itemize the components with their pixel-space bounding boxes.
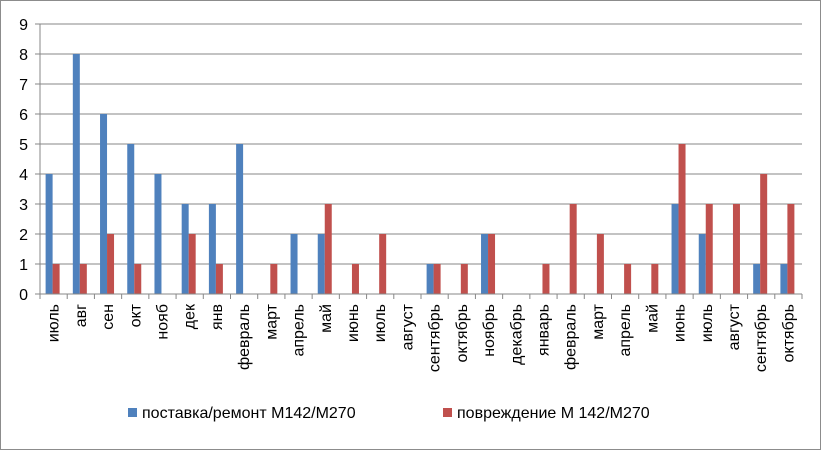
bar-series-2	[651, 264, 659, 294]
x-category-label: август	[726, 303, 743, 350]
y-tick-label: 0	[19, 287, 28, 304]
bar-series-2	[678, 144, 686, 294]
legend-label-series-1: поставка/ремонт М142/М270	[142, 405, 356, 422]
bar-series-1	[780, 264, 788, 294]
legend: поставка/ремонт М142/М270 повреждение М 1…	[128, 405, 650, 422]
bar-series-2	[351, 264, 359, 294]
x-category-label: сен	[100, 304, 117, 330]
bar-series-1	[753, 264, 761, 294]
bar-series-1	[426, 264, 434, 294]
x-category-label: июль	[699, 304, 716, 342]
y-tick-label: 9	[19, 17, 28, 34]
legend-label-series-2: повреждение М 142/М270	[457, 405, 650, 422]
bar-series-2	[134, 264, 142, 294]
x-category-label: июнь	[345, 304, 362, 342]
x-category-label: сентябрь	[753, 304, 770, 372]
y-tick-label: 2	[19, 227, 28, 244]
bar-series-2	[732, 204, 740, 294]
x-category-label: февраль	[236, 304, 253, 370]
bar-series-1	[127, 144, 135, 294]
bar-series-1	[290, 234, 298, 294]
x-category-label: октябрь	[454, 304, 471, 362]
bar-series-2	[379, 234, 387, 294]
x-category-label: апрель	[617, 304, 634, 357]
x-category-label: нояб	[154, 304, 171, 340]
y-tick-label: 1	[19, 257, 28, 274]
x-category-label: июль	[46, 304, 63, 342]
legend-swatch-series-2	[443, 408, 452, 417]
x-category-label: янв	[209, 304, 226, 330]
bar-series-2	[569, 204, 577, 294]
x-category-label: июль	[372, 304, 389, 342]
bar-series-2	[596, 234, 604, 294]
bar-series-2	[760, 174, 768, 294]
x-category-label: май	[644, 304, 661, 333]
x-tick-labels: июль авг сен окт нояб дек янв февраль март апрель…	[46, 303, 798, 372]
x-category-label: январь	[535, 304, 552, 356]
gridlines	[40, 23, 802, 265]
bar-series-1	[100, 114, 108, 294]
bar-series-2	[787, 204, 795, 294]
bar-series-1	[671, 204, 679, 294]
bar-series-1	[317, 234, 325, 294]
bar-series-2	[52, 264, 60, 294]
bar-series-2	[107, 234, 115, 294]
bar-series-1	[154, 174, 162, 294]
x-category-label: сентябрь	[427, 304, 444, 372]
x-category-label: октябрь	[780, 304, 797, 362]
x-category-label: декабрь	[508, 304, 525, 365]
y-tick-label: 3	[19, 197, 28, 214]
x-category-label: март	[590, 303, 607, 339]
bar-series-1	[481, 234, 489, 294]
y-tick-label: 5	[19, 137, 28, 154]
bar-series-2	[433, 264, 441, 294]
x-category-label: окт	[127, 303, 144, 327]
y-tick-label: 4	[19, 167, 28, 184]
y-tick-label: 8	[19, 47, 28, 64]
y-tick-label: 7	[19, 77, 28, 94]
x-category-label: март	[263, 303, 280, 339]
legend-swatch-series-1	[128, 408, 137, 417]
bar-series-2	[188, 234, 196, 294]
bar-series-1	[72, 54, 80, 294]
bar-series-2	[215, 264, 223, 294]
bar-series-1	[208, 204, 216, 294]
bar-series-1	[181, 204, 189, 294]
bar-series-1	[45, 174, 53, 294]
bars	[45, 54, 795, 294]
x-category-label: апрель	[291, 304, 308, 357]
x-category-label: дек	[182, 303, 199, 329]
bar-series-2	[270, 264, 278, 294]
x-category-label: май	[318, 304, 335, 333]
x-category-label: июнь	[672, 304, 689, 342]
bar-series-2	[624, 264, 632, 294]
bar-series-1	[698, 234, 706, 294]
y-tick-label: 6	[19, 107, 28, 124]
x-category-label: ноябрь	[481, 304, 498, 357]
bar-series-2	[488, 234, 496, 294]
bar-series-2	[542, 264, 550, 294]
bar-series-2	[324, 204, 332, 294]
x-category-label: август	[399, 303, 416, 350]
x-category-label: февраль	[563, 304, 580, 370]
bar-series-2	[79, 264, 87, 294]
bar-series-2	[705, 204, 713, 294]
x-category-label: авг	[73, 304, 90, 327]
bar-series-2	[460, 264, 468, 294]
axes	[35, 23, 803, 299]
y-tick-labels: 0 1 2 3 4 5 6 7 8 9	[19, 17, 28, 304]
bar-series-1	[236, 144, 244, 294]
